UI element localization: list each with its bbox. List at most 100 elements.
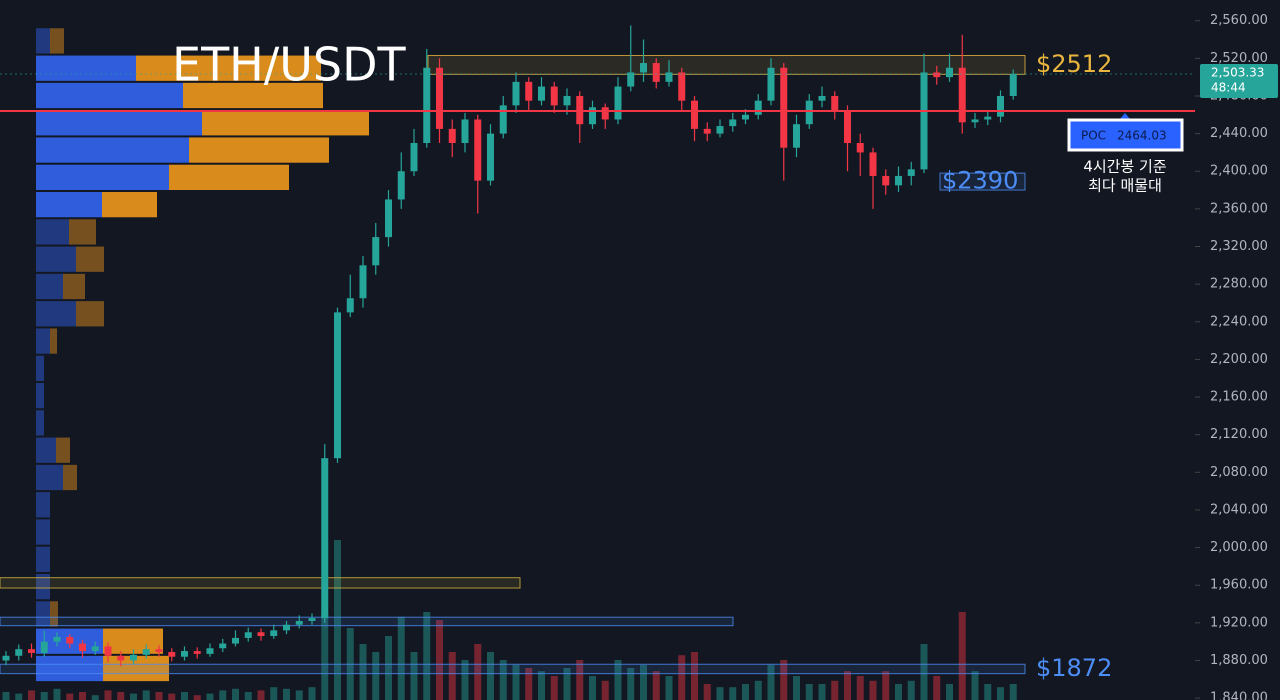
candle-body <box>142 649 150 655</box>
profile-sell <box>50 328 57 354</box>
candle-body <box>627 72 635 87</box>
volume-bar <box>729 687 737 700</box>
candle-body <box>933 72 941 78</box>
volume-bar <box>117 692 125 700</box>
candle-body <box>308 618 316 621</box>
volume-bar <box>882 671 890 700</box>
volume-bar <box>257 690 265 700</box>
candle-body <box>767 67 775 101</box>
profile-buy <box>36 55 136 81</box>
volume-bar <box>984 684 992 700</box>
zone <box>939 172 1026 191</box>
candle-body <box>691 100 698 129</box>
price-tag <box>1200 64 1278 99</box>
volume-bar <box>28 690 35 700</box>
profile-buy <box>36 573 50 600</box>
volume-bar <box>576 660 584 700</box>
candle-body <box>91 646 99 652</box>
volume-bar <box>155 692 163 700</box>
candle-body <box>984 116 992 120</box>
volume-bar <box>563 668 571 700</box>
zone <box>427 55 1026 75</box>
candle-body <box>206 648 214 654</box>
y-tick-label: 2,040.00 <box>1210 502 1268 517</box>
zone <box>0 663 1026 675</box>
profile-buy <box>36 82 183 109</box>
profile-buy <box>36 464 63 491</box>
candle-body <box>805 100 813 125</box>
volume-bar <box>550 676 558 700</box>
candle-body <box>130 654 137 661</box>
profile-sell <box>56 437 70 463</box>
candle-body <box>856 143 864 153</box>
volume-bar <box>91 695 99 700</box>
profile-buy <box>36 164 169 190</box>
volume-bar <box>512 664 520 700</box>
candle-body <box>28 649 35 653</box>
volume-bar <box>971 671 979 700</box>
volume-bar <box>104 690 112 700</box>
volume-bar <box>334 540 341 700</box>
poc-note: 최다 매물대 <box>1088 177 1162 195</box>
profile-buy <box>36 219 69 245</box>
candle-body <box>257 632 265 637</box>
profile-sell <box>50 28 64 54</box>
y-tick-label: 2,520.00 <box>1210 51 1268 66</box>
profile-sell <box>202 110 369 136</box>
price-tag-label: 2,503.33 <box>1211 66 1264 80</box>
profile-buy <box>36 601 50 627</box>
candle-body <box>640 63 647 73</box>
zone-label: $1872 <box>1036 654 1112 682</box>
volume-bar <box>589 676 596 700</box>
volume-bar <box>372 652 380 700</box>
y-tick-label: 2,320.00 <box>1210 239 1268 254</box>
volume-bar <box>844 671 851 700</box>
profile-sell <box>76 246 104 272</box>
volume-bar <box>652 671 660 700</box>
volume-bar <box>53 688 61 700</box>
volume-bar <box>474 644 482 700</box>
profile-sell <box>136 55 321 81</box>
y-tick-label: 2,160.00 <box>1210 390 1268 405</box>
y-tick-label: 1,960.00 <box>1210 578 1268 593</box>
profile-buy <box>36 137 189 163</box>
candle-body <box>703 128 711 134</box>
candle-body <box>716 126 724 134</box>
candle-body <box>754 100 762 115</box>
poc-badge <box>1067 118 1184 152</box>
y-tick-label: 2,560.00 <box>1210 13 1268 28</box>
profile-sell <box>50 601 58 627</box>
candle-body <box>793 124 800 148</box>
candle-body <box>920 72 928 170</box>
candle-body <box>474 119 482 181</box>
poc-pointer <box>1119 113 1131 120</box>
zones: $2512 $2390 $1872 <box>0 50 1112 682</box>
profile-buy <box>36 546 50 572</box>
y-tick-label: 2,240.00 <box>1210 314 1268 329</box>
volume-bar <box>2 692 10 700</box>
volume-bar <box>958 612 966 700</box>
candle-body <box>550 86 558 106</box>
volume-bar <box>805 684 813 700</box>
volume-bar <box>283 688 290 700</box>
profile-buy <box>36 382 44 409</box>
candle-body <box>844 110 851 144</box>
volume-bar <box>15 693 23 700</box>
candle-body <box>66 636 74 644</box>
y-tick-label: 2,080.00 <box>1210 465 1268 480</box>
volume-profile <box>36 28 369 682</box>
volume-bar <box>856 676 864 700</box>
candle-body <box>601 107 609 120</box>
volume-bar <box>691 652 698 700</box>
candle-body <box>665 72 673 82</box>
volume-bar <box>601 680 609 700</box>
volume-bar <box>818 684 826 700</box>
profile-buy <box>36 191 102 218</box>
countdown: 48:44 <box>1211 81 1246 95</box>
volume-bar <box>410 652 418 700</box>
volume-bar <box>933 676 941 700</box>
candle-body <box>346 298 354 313</box>
candle-body <box>742 114 749 120</box>
candle-body <box>946 67 953 78</box>
